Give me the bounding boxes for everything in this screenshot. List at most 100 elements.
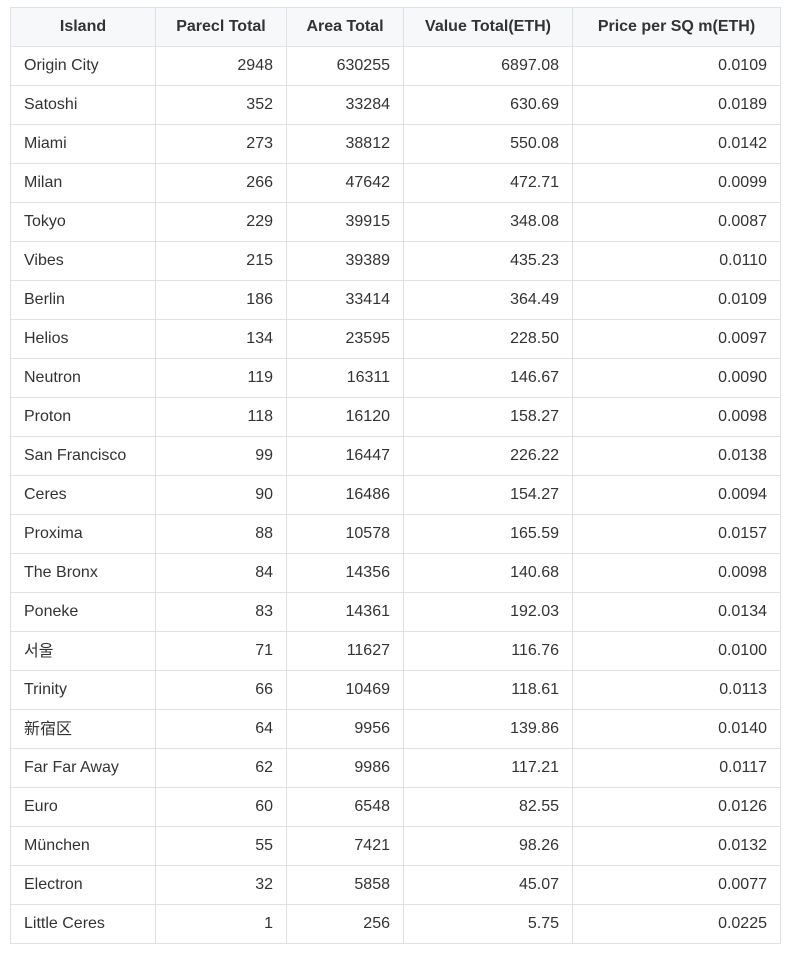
cell-price-per-sqm: 0.0132 (572, 826, 781, 866)
cell-price-per-sqm: 0.0087 (572, 202, 781, 242)
cell-area-total: 16311 (286, 358, 404, 398)
cell-value-total: 226.22 (403, 436, 573, 476)
island-stats-table-container: Island Parecl Total Area Total Value Tot… (10, 7, 781, 944)
cell-area-total: 10469 (286, 670, 404, 710)
table-row: Neutron 119 16311 146.67 0.0090 (10, 358, 781, 398)
cell-value-total: 630.69 (403, 85, 573, 125)
cell-area-total: 14361 (286, 592, 404, 632)
cell-value-total: 116.76 (403, 631, 573, 671)
cell-area-total: 9956 (286, 709, 404, 749)
table-body: Origin City 2948 630255 6897.08 0.0109 Satosh… (10, 46, 781, 944)
table-row: Euro 60 6548 82.55 0.0126 (10, 787, 781, 827)
header-price-per-sqm: Price per SQ m(ETH) (572, 7, 781, 47)
header-row: Island Parecl Total Area Total Value Tot… (10, 7, 781, 47)
table-row: Little Ceres 1 256 5.75 0.0225 (10, 904, 781, 944)
cell-parcel-total: 66 (155, 670, 287, 710)
cell-island: Tokyo (10, 202, 156, 242)
cell-price-per-sqm: 0.0109 (572, 280, 781, 320)
cell-value-total: 5.75 (403, 904, 573, 944)
table-header: Island Parecl Total Area Total Value Tot… (10, 7, 781, 47)
cell-price-per-sqm: 0.0189 (572, 85, 781, 125)
cell-price-per-sqm: 0.0094 (572, 475, 781, 515)
cell-island: Helios (10, 319, 156, 359)
cell-value-total: 6897.08 (403, 46, 573, 86)
cell-island: Milan (10, 163, 156, 203)
cell-value-total: 165.59 (403, 514, 573, 554)
table-row: Helios 134 23595 228.50 0.0097 (10, 319, 781, 359)
cell-island: Origin City (10, 46, 156, 86)
cell-price-per-sqm: 0.0099 (572, 163, 781, 203)
cell-area-total: 9986 (286, 748, 404, 788)
cell-price-per-sqm: 0.0157 (572, 514, 781, 554)
cell-area-total: 16120 (286, 397, 404, 437)
cell-value-total: 550.08 (403, 124, 573, 164)
cell-island: Proxima (10, 514, 156, 554)
cell-price-per-sqm: 0.0110 (572, 241, 781, 281)
cell-value-total: 139.86 (403, 709, 573, 749)
cell-price-per-sqm: 0.0134 (572, 592, 781, 632)
table-row: Milan 266 47642 472.71 0.0099 (10, 163, 781, 203)
cell-area-total: 14356 (286, 553, 404, 593)
cell-price-per-sqm: 0.0126 (572, 787, 781, 827)
cell-parcel-total: 186 (155, 280, 287, 320)
cell-value-total: 158.27 (403, 397, 573, 437)
header-value-total: Value Total(ETH) (403, 7, 573, 47)
cell-value-total: 117.21 (403, 748, 573, 788)
cell-area-total: 47642 (286, 163, 404, 203)
cell-area-total: 39915 (286, 202, 404, 242)
cell-price-per-sqm: 0.0109 (572, 46, 781, 86)
cell-value-total: 140.68 (403, 553, 573, 593)
cell-parcel-total: 352 (155, 85, 287, 125)
cell-island: Little Ceres (10, 904, 156, 944)
cell-price-per-sqm: 0.0098 (572, 553, 781, 593)
cell-island: Satoshi (10, 85, 156, 125)
table-row: Ceres 90 16486 154.27 0.0094 (10, 475, 781, 515)
cell-price-per-sqm: 0.0098 (572, 397, 781, 437)
cell-value-total: 98.26 (403, 826, 573, 866)
cell-price-per-sqm: 0.0225 (572, 904, 781, 944)
cell-area-total: 11627 (286, 631, 404, 671)
cell-parcel-total: 99 (155, 436, 287, 476)
table-row: Proton 118 16120 158.27 0.0098 (10, 397, 781, 437)
cell-parcel-total: 64 (155, 709, 287, 749)
table-row: The Bronx 84 14356 140.68 0.0098 (10, 553, 781, 593)
cell-area-total: 5858 (286, 865, 404, 905)
cell-area-total: 33414 (286, 280, 404, 320)
cell-parcel-total: 215 (155, 241, 287, 281)
cell-price-per-sqm: 0.0138 (572, 436, 781, 476)
cell-island: Proton (10, 397, 156, 437)
cell-island: The Bronx (10, 553, 156, 593)
cell-value-total: 45.07 (403, 865, 573, 905)
cell-parcel-total: 32 (155, 865, 287, 905)
cell-island: Ceres (10, 475, 156, 515)
cell-parcel-total: 273 (155, 124, 287, 164)
cell-island: Neutron (10, 358, 156, 398)
cell-area-total: 16447 (286, 436, 404, 476)
cell-parcel-total: 90 (155, 475, 287, 515)
cell-parcel-total: 2948 (155, 46, 287, 86)
cell-area-total: 10578 (286, 514, 404, 554)
cell-island: München (10, 826, 156, 866)
cell-value-total: 118.61 (403, 670, 573, 710)
cell-area-total: 6548 (286, 787, 404, 827)
table-row: 新宿区 64 9956 139.86 0.0140 (10, 709, 781, 749)
cell-parcel-total: 118 (155, 397, 287, 437)
table-row: Tokyo 229 39915 348.08 0.0087 (10, 202, 781, 242)
header-parcel-total: Parecl Total (155, 7, 287, 47)
cell-island: Euro (10, 787, 156, 827)
cell-area-total: 39389 (286, 241, 404, 281)
cell-island: Trinity (10, 670, 156, 710)
cell-island: Vibes (10, 241, 156, 281)
cell-value-total: 154.27 (403, 475, 573, 515)
table-row: Vibes 215 39389 435.23 0.0110 (10, 241, 781, 281)
table-row: Trinity 66 10469 118.61 0.0113 (10, 670, 781, 710)
cell-price-per-sqm: 0.0142 (572, 124, 781, 164)
table-row: Berlin 186 33414 364.49 0.0109 (10, 280, 781, 320)
table-row: Poneke 83 14361 192.03 0.0134 (10, 592, 781, 632)
header-area-total: Area Total (286, 7, 404, 47)
cell-parcel-total: 84 (155, 553, 287, 593)
cell-island: 서울 (10, 631, 156, 671)
cell-price-per-sqm: 0.0097 (572, 319, 781, 359)
cell-island: Far Far Away (10, 748, 156, 788)
cell-parcel-total: 229 (155, 202, 287, 242)
